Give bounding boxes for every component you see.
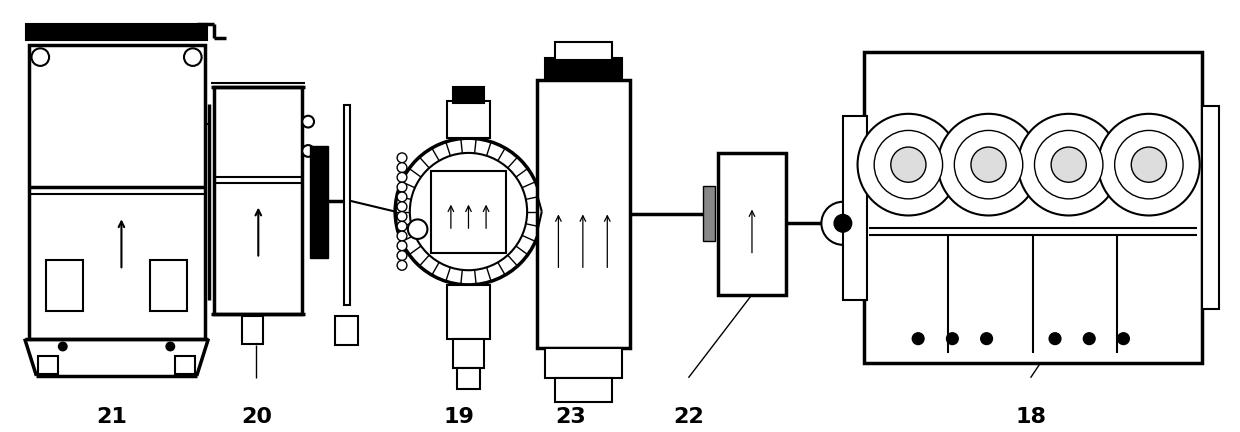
Circle shape	[1052, 147, 1086, 182]
Bar	[544, 58, 622, 79]
Circle shape	[1049, 333, 1061, 344]
Bar	[26, 24, 207, 39]
Circle shape	[397, 172, 407, 182]
Bar	[215, 87, 303, 314]
Circle shape	[890, 147, 926, 182]
Circle shape	[1115, 130, 1183, 199]
Bar	[432, 171, 506, 253]
Bar	[46, 260, 83, 311]
Circle shape	[397, 182, 407, 192]
Circle shape	[397, 221, 407, 231]
Circle shape	[303, 145, 314, 157]
Bar	[1202, 106, 1219, 309]
Circle shape	[397, 192, 407, 202]
Bar	[554, 42, 613, 60]
Circle shape	[397, 231, 407, 241]
Circle shape	[937, 114, 1039, 216]
Bar	[703, 186, 714, 241]
Text: 22: 22	[673, 407, 704, 427]
Circle shape	[1117, 333, 1130, 344]
Circle shape	[184, 48, 202, 66]
Bar	[843, 116, 867, 299]
Text: 18: 18	[1016, 407, 1047, 427]
Circle shape	[1099, 114, 1200, 216]
Circle shape	[397, 202, 407, 212]
Bar	[864, 52, 1202, 363]
Circle shape	[1084, 333, 1095, 344]
Circle shape	[397, 241, 407, 251]
Bar	[718, 153, 786, 295]
Circle shape	[397, 212, 407, 221]
Circle shape	[397, 163, 407, 172]
Circle shape	[821, 202, 864, 245]
Circle shape	[31, 48, 50, 66]
Circle shape	[303, 116, 314, 127]
Bar	[310, 146, 327, 258]
Bar	[554, 378, 613, 402]
Circle shape	[946, 333, 959, 344]
Text: 19: 19	[443, 407, 474, 427]
Circle shape	[166, 343, 175, 350]
Circle shape	[410, 153, 527, 270]
Bar	[335, 316, 358, 346]
Circle shape	[858, 114, 960, 216]
Text: 23: 23	[556, 407, 587, 427]
Bar	[150, 260, 187, 311]
Bar	[456, 368, 480, 390]
Bar	[453, 339, 484, 368]
Bar	[453, 87, 484, 103]
Circle shape	[835, 215, 852, 232]
Circle shape	[397, 260, 407, 270]
Circle shape	[981, 333, 992, 344]
Bar	[175, 356, 195, 374]
Circle shape	[408, 219, 428, 239]
Circle shape	[955, 130, 1023, 199]
Circle shape	[397, 153, 407, 163]
Circle shape	[913, 333, 924, 344]
Bar	[544, 349, 622, 378]
Bar	[446, 285, 490, 339]
Bar	[29, 45, 205, 339]
Bar	[242, 316, 263, 343]
Circle shape	[1034, 130, 1102, 199]
Bar	[537, 79, 630, 349]
Circle shape	[1131, 147, 1167, 182]
Circle shape	[397, 251, 407, 260]
Circle shape	[58, 343, 67, 350]
Circle shape	[971, 147, 1006, 182]
Bar	[38, 356, 58, 374]
Bar	[345, 105, 350, 305]
Bar	[446, 101, 490, 138]
Circle shape	[1018, 114, 1120, 216]
Text: 20: 20	[241, 407, 272, 427]
Text: 21: 21	[97, 407, 126, 427]
Circle shape	[396, 138, 542, 285]
Circle shape	[874, 130, 942, 199]
